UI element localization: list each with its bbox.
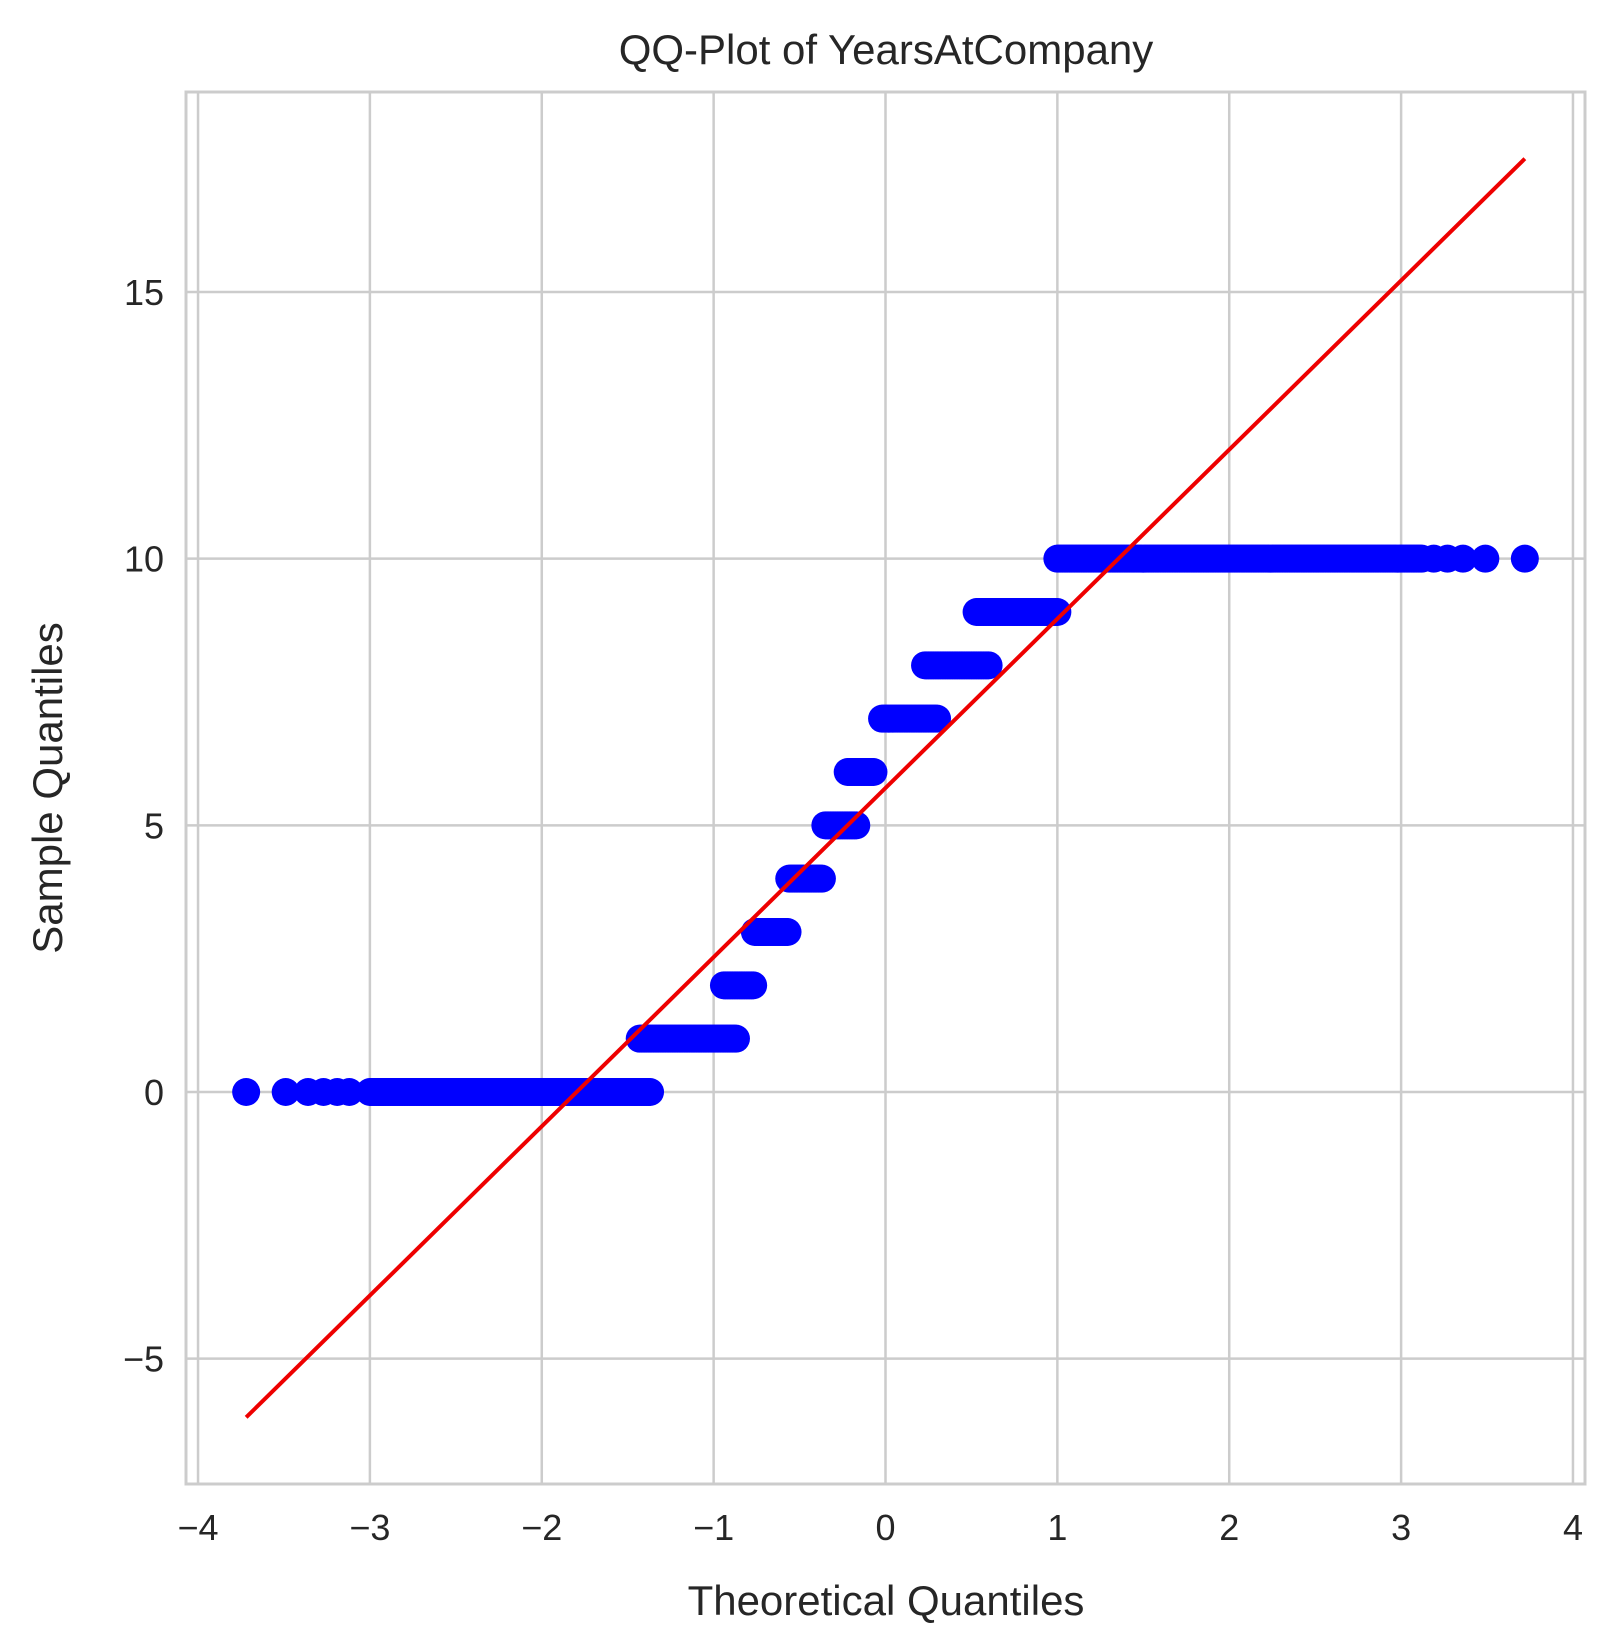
x-axis-label: Theoretical Quantiles <box>688 1577 1085 1624</box>
x-tick-label: 2 <box>1219 1507 1239 1548</box>
data-point <box>1448 544 1477 573</box>
x-tick-label: 4 <box>1563 1507 1583 1548</box>
x-tick-label: 3 <box>1391 1507 1411 1548</box>
x-tick-label: 1 <box>1047 1507 1067 1548</box>
reference-line <box>244 157 1527 1419</box>
x-tick-label: −1 <box>693 1507 734 1548</box>
x-tick-label: −2 <box>521 1507 562 1548</box>
data-point <box>807 864 836 893</box>
x-tick-labels: −4 −3 −2 −1 0 1 2 3 4 <box>178 1507 1583 1548</box>
plot-frame <box>184 90 1587 1486</box>
data-point <box>773 918 802 946</box>
x-tick-label: −3 <box>349 1507 390 1548</box>
y-tick-label: 5 <box>144 805 164 846</box>
data-point <box>636 1078 665 1106</box>
y-tick-label: 0 <box>144 1072 164 1113</box>
y-axis-label: Sample Quantiles <box>24 622 71 954</box>
data-point <box>923 704 952 733</box>
data-point <box>721 1024 750 1053</box>
data-point <box>859 758 888 786</box>
y-tick-label: 15 <box>124 272 164 313</box>
x-tick-label: −4 <box>178 1507 219 1548</box>
chart-title: QQ-Plot of YearsAtCompany <box>619 26 1154 73</box>
data-point <box>739 971 768 1000</box>
data-point <box>271 1078 300 1106</box>
y-tick-label: 10 <box>124 539 164 580</box>
reference-line-path <box>244 157 1527 1419</box>
data-point <box>974 651 1003 680</box>
y-tick-labels: −5 0 5 10 15 <box>123 272 164 1380</box>
gridlines <box>186 92 1585 1484</box>
data-point <box>1043 598 1072 626</box>
x-tick-label: 0 <box>875 1507 895 1548</box>
data-point <box>1510 544 1539 573</box>
data-point <box>842 811 871 840</box>
data-point <box>232 1078 261 1106</box>
data-point <box>335 1078 364 1106</box>
data-point <box>1471 544 1500 573</box>
sample-points <box>232 544 1539 1106</box>
y-tick-label: −5 <box>123 1339 164 1380</box>
